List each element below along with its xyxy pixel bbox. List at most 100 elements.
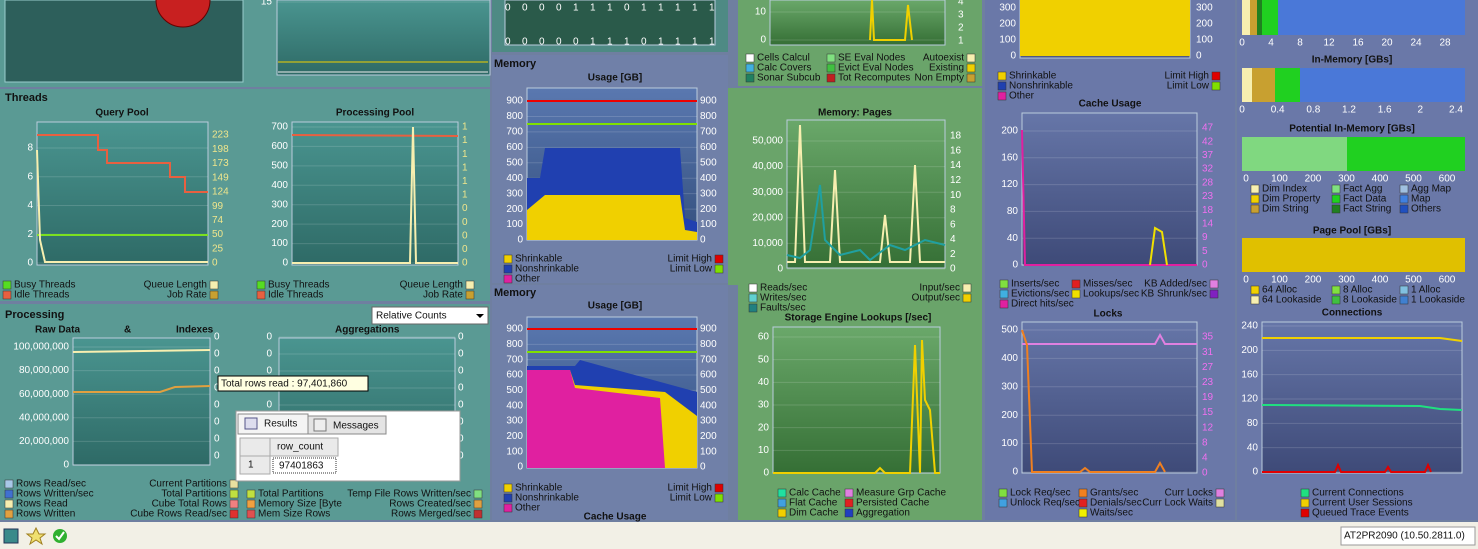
y2-tick-label: 8 (1202, 437, 1208, 448)
panel-title: Processing (5, 309, 64, 321)
y-tick-label: 0 (777, 264, 783, 275)
counter-label: 0 (556, 3, 562, 14)
legend-label: 8 Alloc (1343, 285, 1372, 296)
legend-label: Evictions/sec (1011, 289, 1069, 300)
y2-tick-label: 10 (950, 190, 962, 201)
y-tick-label: 50,000 (752, 136, 783, 147)
y2-tick-label: 4 (1202, 453, 1208, 464)
y-tick-label: 200 (1241, 345, 1258, 356)
chart-title: Usage [GB] (588, 73, 642, 84)
legend-swatch (209, 280, 219, 290)
legend-swatch (503, 483, 513, 493)
panel-title: Threads (5, 92, 48, 104)
y-tick-label: 500 (1001, 325, 1018, 336)
y2-tick-label: 300 (700, 188, 717, 199)
legend-label: Unlock Req/sec (1010, 498, 1080, 509)
legend-swatch (2, 280, 12, 290)
legend-swatch (1399, 194, 1409, 204)
icon[interactable] (3, 528, 19, 544)
legend-label: Non Empty (915, 73, 964, 84)
y2-tick-label: 200 (700, 431, 717, 442)
legend-label: Map (1411, 194, 1431, 205)
legend-swatch (503, 254, 513, 264)
legend-label: Fact String (1343, 204, 1391, 215)
legend-label: Dim String (1262, 204, 1309, 215)
tooltip-text: Total rows read : 97,401,860 (221, 379, 348, 390)
y2-tick-label: 0 (214, 417, 220, 428)
y-tick-label: 4 (27, 200, 33, 211)
counter-label: 1 (709, 3, 715, 14)
x-tick-label: 0 (1243, 174, 1249, 185)
y-tick-label: 40 (1247, 442, 1259, 453)
x-tick-label: 28 (1439, 38, 1451, 49)
y-tick-label: 2 (27, 229, 33, 240)
legend-label: Job Rate (423, 290, 463, 301)
y2-tick-label: 800 (700, 111, 717, 122)
legend-swatch (1331, 295, 1341, 305)
counter-label: 0 (505, 37, 511, 48)
line (72, 349, 211, 353)
y2-tick-label: 12 (1202, 422, 1214, 433)
y2-tick-label: 47 (1202, 123, 1214, 134)
legend-label: Calc Covers (757, 63, 811, 74)
panel-title: Memory (494, 58, 537, 70)
y-tick-label: 700 (506, 354, 523, 365)
bar-segment (1257, 0, 1262, 35)
y-tick-label: 10,000 (752, 238, 783, 249)
y2-tick-label: 0 (214, 349, 220, 360)
cell[interactable] (272, 457, 337, 474)
legend-swatch (998, 488, 1008, 498)
tab[interactable] (307, 415, 387, 435)
legend-label: Input/sec (919, 283, 960, 294)
x-tick-label: 20 (1381, 38, 1393, 49)
bar-segment (1347, 137, 1465, 171)
x-tick-label: 300 (1338, 174, 1355, 185)
legend-label: Output/sec (912, 293, 960, 304)
legend-label: Rows Written/sec (16, 489, 94, 500)
x-tick-label: 1.2 (1342, 105, 1356, 116)
y-tick-label: 0 (517, 462, 523, 473)
legend-swatch (1250, 194, 1260, 204)
legend-swatch (826, 63, 836, 73)
legend-label: 64 Alloc (1262, 285, 1297, 296)
legend-swatch (256, 290, 266, 300)
y-tick-label: 0 (760, 35, 766, 46)
header: & (124, 325, 131, 336)
y2-tick-label: 0 (214, 400, 220, 411)
legend-swatch (844, 508, 854, 518)
y-tick-label: 500 (506, 385, 523, 396)
legend-swatch (1071, 289, 1081, 299)
y2-tick-label: 400 (700, 173, 717, 184)
y2-tick-label: 23 (1202, 377, 1214, 388)
y-tick-label: 300 (999, 3, 1016, 14)
y-tick-label: 30 (758, 400, 770, 411)
legend-swatch (4, 479, 14, 489)
legend-swatch (1078, 488, 1088, 498)
plot-area (291, 121, 459, 266)
y-tick-label: 100,000,000 (13, 342, 69, 353)
legend-label: Rows Created/sec (389, 499, 471, 510)
dropdown[interactable] (371, 306, 489, 325)
legend-label: Denials/sec (1090, 498, 1142, 509)
x-tick-label: 400 (1372, 275, 1389, 286)
icon[interactable] (25, 526, 47, 546)
counter-label: 1 (590, 37, 596, 48)
y-tick-label: 300 (506, 416, 523, 427)
y-tick-label: 700 (271, 122, 288, 133)
legend-swatch (999, 279, 1009, 289)
counter-label: 1 (641, 3, 647, 14)
legend-label: Nonshrinkable (1009, 81, 1073, 92)
y2-tick-label: 0 (214, 451, 220, 462)
line (787, 124, 945, 263)
y2-tick-label: 0 (950, 264, 956, 275)
x-tick-label: 8 (1297, 38, 1303, 49)
y2-tick-label: 19 (1202, 392, 1214, 403)
y2-tick-label: 0 (214, 434, 220, 445)
counter-label: 0 (539, 37, 545, 48)
status-indicator (155, 0, 211, 28)
y2-tick-label: 600 (700, 142, 717, 153)
legend-swatch (1331, 204, 1341, 214)
x-tick-label: 100 (1271, 174, 1288, 185)
legend-swatch (1250, 204, 1260, 214)
legend-swatch (962, 293, 972, 303)
